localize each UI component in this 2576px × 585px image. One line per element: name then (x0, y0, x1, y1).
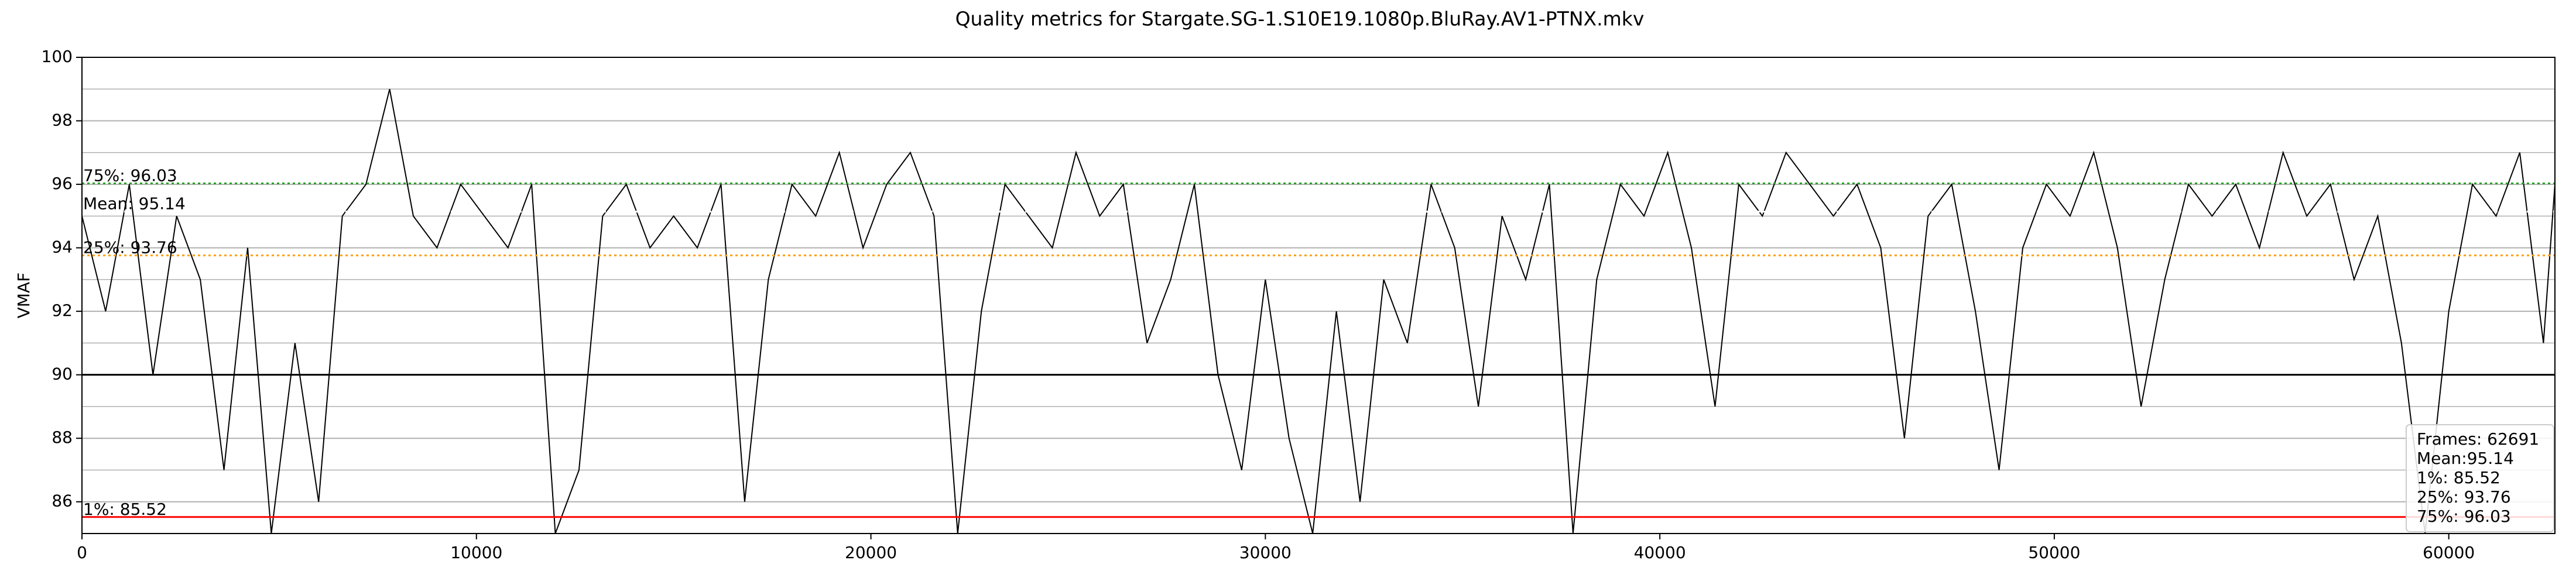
reference-label: 75%: 96.03 (83, 166, 177, 185)
reference-label: 25%: 93.76 (83, 238, 177, 257)
x-tick-label: 0 (77, 543, 87, 562)
reference-label: Mean: 95.14 (83, 194, 186, 214)
y-tick-label: 98 (52, 111, 73, 130)
x-tick-label: 20000 (845, 543, 897, 562)
y-axis-label: VMAF (14, 273, 33, 319)
stats-line: Mean:95.14 (2417, 449, 2514, 468)
y-tick-label: 92 (52, 301, 73, 320)
reference-label: 1%: 85.52 (83, 500, 167, 519)
y-tick-label: 88 (52, 428, 73, 447)
x-tick-label: 60000 (2423, 543, 2475, 562)
y-tick-label: 96 (52, 174, 73, 193)
plot-frame (81, 57, 2556, 534)
x-tick-label: 40000 (1634, 543, 1686, 562)
stats-line: Frames: 62691 (2417, 429, 2539, 449)
y-tick-label: 100 (42, 47, 73, 66)
x-tick-label: 50000 (2028, 543, 2080, 562)
chart-title: Quality metrics for Stargate.SG-1.S10E19… (955, 8, 1645, 30)
stats-line: 1%: 85.52 (2417, 468, 2500, 487)
stats-line: 75%: 96.03 (2417, 507, 2511, 526)
y-tick-label: 86 (52, 491, 73, 511)
data-line (82, 89, 2555, 534)
stats-box (2406, 424, 2554, 532)
x-tick-label: 30000 (1239, 543, 1292, 562)
stats-line: 25%: 93.76 (2417, 487, 2511, 507)
y-tick-label: 90 (52, 364, 73, 384)
x-tick-label: 10000 (450, 543, 502, 562)
y-tick-label: 94 (52, 238, 73, 257)
